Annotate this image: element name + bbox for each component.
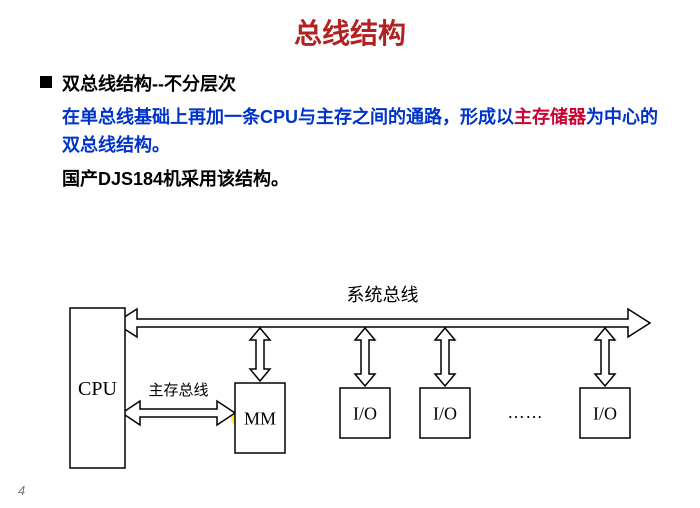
content-block: 双总线结构--不分层次 在单总线基础上再加一条CPU与主存之间的通路，形成以主存… [0,52,700,194]
system-bus-label: 系统总线 [347,285,419,305]
bullet-text: 双总线结构--不分层次 [62,70,236,96]
double-arrow-v [435,328,455,386]
double-arrow-h [115,309,650,337]
description: 在单总线基础上再加一条CPU与主存之间的通路，形成以主存储器为中心的双总线结构。… [62,104,660,194]
bus-diagram: 系统总线主存总线 CPU MM I/O I/O I/O …… [40,268,660,488]
node-label-io2: I/O [433,403,457,423]
desc-line-1: 在单总线基础上再加一条CPU与主存之间的通路，形成以主存储器为中心的双总线结构。 [62,104,660,160]
bullet-heading: 双总线结构--不分层次 [40,70,660,96]
desc-1a: 在单总线基础上再加一条CPU与主存之间的通路，形成以 [62,107,514,127]
page-number: 4 [18,483,25,498]
bullet-square-icon [40,76,52,88]
double-arrow-v [355,328,375,386]
node-label-io1: I/O [353,403,377,423]
double-arrow-v [595,328,615,386]
desc-1b: 主存储器 [514,107,586,127]
desc-line-2: 国产DJS184机采用该结构。 [62,166,660,194]
node-label-io3: I/O [593,403,617,423]
mem-bus-label: 主存总线 [148,382,208,399]
double-arrow-v [250,328,270,381]
page-title: 总线结构 [0,0,700,52]
node-label-cpu: CPU [78,378,117,400]
double-arrow-h [122,401,235,425]
node-label-mm: MM [244,408,276,428]
ellipsis: …… [507,402,543,422]
